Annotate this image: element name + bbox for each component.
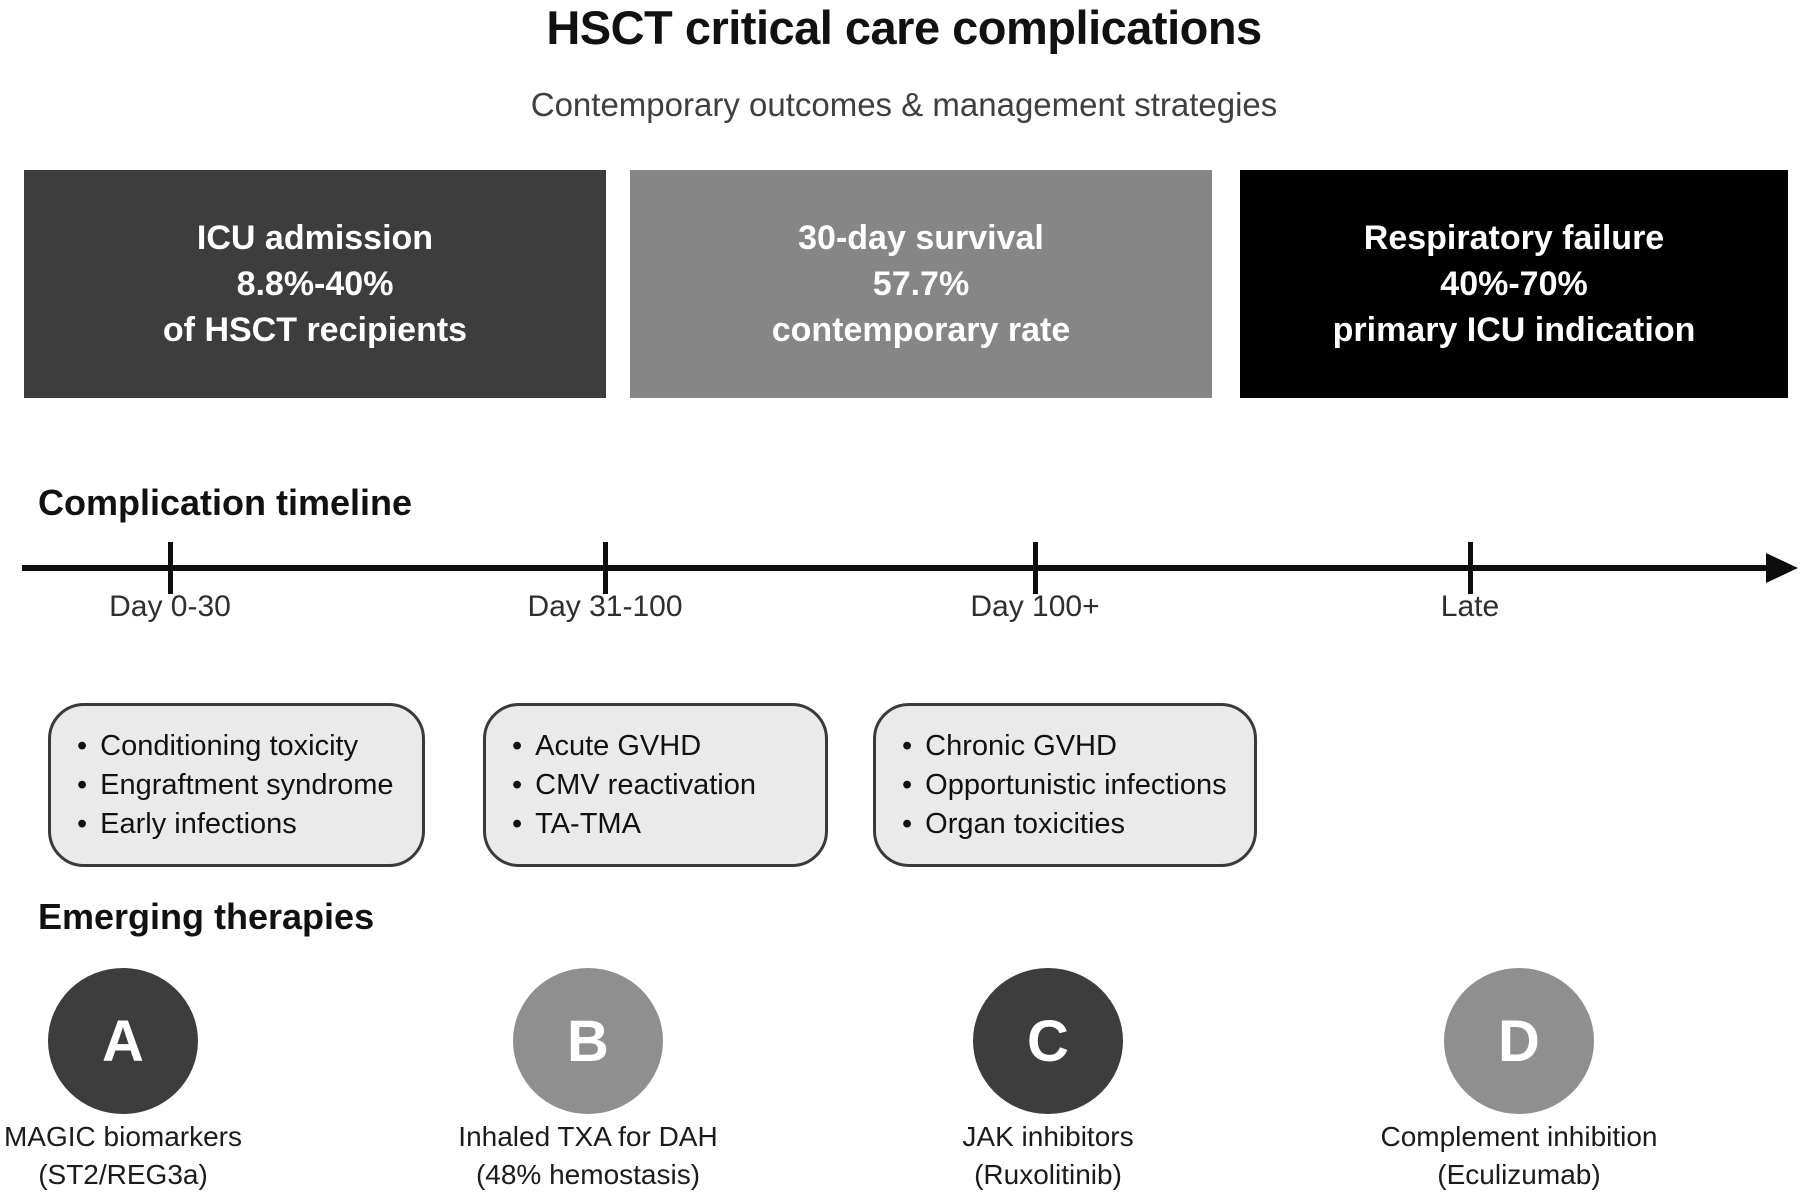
page-title: HSCT critical care complications xyxy=(546,1,1262,54)
bullet-item: TA-TMA xyxy=(512,805,817,844)
therapy-caption-jak-inhibitors: JAK inhibitors (Ruxolitinib) xyxy=(868,1118,1228,1194)
caption-line: (ST2/REG3a) xyxy=(38,1159,208,1190)
timeline-tick-late xyxy=(1468,542,1473,594)
caption-line: (Eculizumab) xyxy=(1437,1159,1601,1190)
therapy-circle-b: B xyxy=(513,968,663,1114)
timeline-tick-day-0-30 xyxy=(168,542,173,594)
timeline-label-day-31-100: Day 31-100 xyxy=(527,590,683,623)
caption-line: Complement inhibition xyxy=(1380,1121,1658,1152)
caption-line: MAGIC biomarkers xyxy=(3,1121,243,1152)
timeline-label-late: Late xyxy=(1440,590,1500,623)
complications-box-mid: Acute GVHD CMV reactivation TA-TMA xyxy=(483,703,828,867)
timeline-arrowhead-icon xyxy=(1766,553,1798,583)
stat-line: 30-day survival xyxy=(798,219,1044,257)
stat-line: ICU admission xyxy=(196,219,434,257)
page-subtitle: Contemporary outcomes & management strat… xyxy=(530,86,1278,123)
stat-line: of HSCT recipients xyxy=(162,311,468,349)
complications-box-late: Chronic GVHD Opportunistic infections Or… xyxy=(873,703,1257,867)
timeline-label-day-0-30: Day 0-30 xyxy=(109,590,231,623)
stat-line: contemporary rate xyxy=(771,311,1071,349)
bullet-item: Conditioning toxicity xyxy=(77,727,414,766)
stat-line: primary ICU indication xyxy=(1332,311,1696,349)
therapy-caption-inhaled-txa: Inhaled TXA for DAH (48% hemostasis) xyxy=(408,1118,768,1194)
stat-box-icu-admission: ICU admission 8.8%-40% of HSCT recipient… xyxy=(24,170,606,398)
complications-box-early: Conditioning toxicity Engraftment syndro… xyxy=(48,703,425,867)
therapy-circle-c: C xyxy=(973,968,1123,1114)
bullet-item: Acute GVHD xyxy=(512,727,817,766)
therapies-heading: Emerging therapies xyxy=(38,896,375,937)
timeline-tick-day-100 xyxy=(1033,542,1038,594)
stat-line: 57.7% xyxy=(872,265,970,303)
timeline-tick-day-31-100 xyxy=(603,542,608,594)
bullet-item: Early infections xyxy=(77,805,414,844)
therapy-letter: B xyxy=(567,1008,609,1074)
bullet-item: Chronic GVHD xyxy=(902,727,1246,766)
timeline-label-day-100: Day 100+ xyxy=(970,590,1100,623)
therapy-letter: A xyxy=(102,1008,144,1074)
therapy-circle-a: A xyxy=(48,968,198,1114)
therapy-caption-complement-inhibition: Complement inhibition (Eculizumab) xyxy=(1339,1118,1699,1194)
stat-line: 40%-70% xyxy=(1440,265,1588,303)
timeline-heading: Complication timeline xyxy=(38,482,413,523)
bullet-item: CMV reactivation xyxy=(512,766,817,805)
bullet-item: Opportunistic infections xyxy=(902,766,1246,805)
caption-line: Inhaled TXA for DAH xyxy=(458,1121,718,1152)
stat-box-30-day-survival: 30-day survival 57.7% contemporary rate xyxy=(630,170,1212,398)
therapy-letter: C xyxy=(1027,1008,1069,1074)
caption-line: (48% hemostasis) xyxy=(475,1159,701,1190)
caption-line: (Ruxolitinib) xyxy=(974,1159,1122,1190)
bullet-item: Engraftment syndrome xyxy=(77,766,414,805)
therapy-caption-magic-biomarkers: MAGIC biomarkers (ST2/REG3a) xyxy=(0,1118,303,1194)
therapy-circle-d: D xyxy=(1444,968,1594,1114)
timeline-axis-line xyxy=(22,565,1770,571)
caption-line: JAK inhibitors xyxy=(962,1121,1134,1152)
bullet-item: Organ toxicities xyxy=(902,805,1246,844)
stat-line: Respiratory failure xyxy=(1363,219,1665,257)
therapy-letter: D xyxy=(1498,1008,1540,1074)
stat-box-respiratory-failure: Respiratory failure 40%-70% primary ICU … xyxy=(1240,170,1788,398)
stat-line: 8.8%-40% xyxy=(236,265,394,303)
